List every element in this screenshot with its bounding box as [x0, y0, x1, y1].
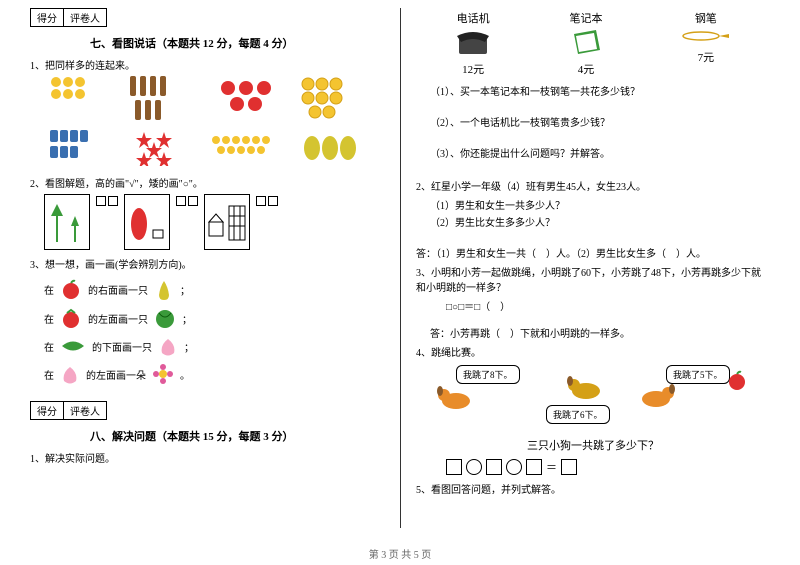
- q7-3: 3、想一想，画一画(学会辨别方向)。: [30, 256, 385, 271]
- check-2b[interactable]: [188, 196, 198, 206]
- q8-2-1: （1）男生和女生一共多少人？: [430, 197, 770, 212]
- q8-4-total: 三只小狗一共跳了多少下？: [416, 437, 770, 453]
- item-notebook: 笔记本 4元: [569, 10, 602, 77]
- q8-2-2: （2）男生比女生多多少人？: [430, 214, 770, 229]
- pear-icon: [154, 277, 174, 301]
- dog2-icon: [566, 373, 606, 403]
- pre: 在: [44, 282, 54, 297]
- notebook-label: 笔记本: [569, 10, 602, 26]
- pre: 在: [44, 311, 54, 326]
- q8-3-expr: □○□＝□（ ）: [446, 298, 770, 313]
- q8-3-ans: 答：小芳再跳（ ）下就和小明跳的一样多。: [430, 325, 770, 340]
- q8-4-boxes: ＝: [446, 459, 770, 475]
- reviewer-cell: 评卷人: [64, 9, 106, 26]
- phone-label: 电话机: [455, 10, 491, 26]
- apple-right-icon: [726, 369, 748, 391]
- reviewer-cell-8: 评卷人: [64, 402, 106, 419]
- box-1[interactable]: [446, 459, 462, 475]
- apple-icon: [60, 278, 82, 300]
- q7-1: 1、把同样多的连起来。: [30, 57, 385, 72]
- notebook-price: 4元: [569, 61, 602, 77]
- dog-area: 我跳了8下。 我跳了5下。 我跳了6下。: [416, 363, 770, 433]
- section-8-title: 八、解决问题（本题共 15 分，每题 3 分）: [90, 428, 385, 444]
- check-1b[interactable]: [108, 196, 118, 206]
- q8-5: 5、看图回答问题，并列式解答。: [416, 481, 770, 496]
- mid: 的右面画一只: [88, 282, 148, 297]
- phone-icon: [455, 28, 491, 56]
- q7-3-row-3: 在 的下面画一只 ；: [44, 335, 385, 357]
- q8-1: 1、解决实际问题。: [30, 450, 385, 465]
- q8-1-1: （1）、买一本笔记本和一枝钢笔一共花多少钱？: [430, 83, 770, 98]
- q8-3: 3、小明和小芳一起做跳绳，小明跳了60下，小芳跳了48下，小芳再跳多少下就和小明…: [416, 264, 770, 294]
- mid: 的下面画一只: [92, 339, 152, 354]
- q7-3-row-2: 在 的左面画一只 ；: [44, 307, 385, 329]
- right-column: 电话机 12元 笔记本 4元 钢笔 7元 （1）、买一本笔记本和一枝钢笔一共花多…: [400, 8, 770, 528]
- score-cell: 得分: [31, 9, 64, 26]
- mid: 的左面画一只: [88, 311, 148, 326]
- watermelon-icon: [154, 307, 176, 329]
- q8-4: 4、跳绳比赛。: [416, 344, 770, 359]
- pair-2: [124, 194, 170, 250]
- q8-2: 2、红星小学一年级（4）班有男生45人，女生23人。: [416, 178, 770, 193]
- score-cell-8: 得分: [31, 402, 64, 419]
- page-footer: 第 3 页 共 5 页: [0, 546, 800, 561]
- post: 。: [180, 367, 190, 382]
- post: ；: [184, 339, 194, 354]
- phone-price: 12元: [455, 61, 491, 77]
- box-4[interactable]: [561, 459, 577, 475]
- pair-3: [204, 194, 250, 250]
- pen-price: 7元: [681, 49, 731, 65]
- op-1[interactable]: [466, 459, 482, 475]
- score-box-7: 得分 评卷人: [30, 8, 107, 27]
- dog3-icon: [636, 381, 676, 411]
- peach2-icon: [60, 363, 80, 385]
- compare-boxes: [44, 194, 385, 250]
- match-icons: [40, 76, 370, 166]
- notebook-icon: [570, 28, 602, 56]
- pre: 在: [44, 367, 54, 382]
- box-2[interactable]: [486, 459, 502, 475]
- check-1a[interactable]: [96, 196, 106, 206]
- q7-2: 2、看图解题，高的画"√"，矮的画"○"。: [30, 175, 385, 190]
- score-box-8: 得分 评卷人: [30, 401, 107, 420]
- item-phone: 电话机 12元: [455, 10, 491, 77]
- flower-icon: [152, 363, 174, 385]
- box-3[interactable]: [526, 459, 542, 475]
- item-pen: 钢笔 7元: [681, 10, 731, 77]
- match-grid: [40, 76, 385, 169]
- tomato-icon: [60, 307, 82, 329]
- pen-icon: [681, 28, 731, 44]
- shop-items: 电话机 12元 笔记本 4元 钢笔 7元: [416, 10, 770, 77]
- peach-icon: [158, 335, 178, 357]
- mid: 的左面画一朵: [86, 367, 146, 382]
- peas-icon: [60, 337, 86, 355]
- bubble-b: 我跳了6下。: [546, 405, 610, 424]
- left-column: 得分 评卷人 七、看图说话（本题共 12 分，每题 4 分） 1、把同样多的连起…: [30, 8, 400, 528]
- pair-1: [44, 194, 90, 250]
- q8-2-ans: 答：（1）男生和女生一共（ ）人。（2）男生比女生多（ ）人。: [416, 245, 770, 260]
- check-3a[interactable]: [256, 196, 266, 206]
- post: ；: [182, 311, 192, 326]
- op-2[interactable]: [506, 459, 522, 475]
- q7-3-row-1: 在 的右面画一只 ；: [44, 277, 385, 301]
- equals: ＝: [546, 459, 557, 475]
- q7-3-row-4: 在 的左面画一朵 。: [44, 363, 385, 385]
- check-3b[interactable]: [268, 196, 278, 206]
- check-2a[interactable]: [176, 196, 186, 206]
- pre: 在: [44, 339, 54, 354]
- q8-1-3: （3）、你还能提出什么问题吗？并解答。: [430, 145, 770, 160]
- q8-1-2: （2）、一个电话机比一枝钢笔贵多少钱？: [430, 114, 770, 129]
- dog1-icon: [436, 383, 476, 413]
- pen-label: 钢笔: [681, 10, 731, 26]
- post: ；: [180, 282, 190, 297]
- bubble-a: 我跳了8下。: [456, 365, 520, 384]
- section-7-title: 七、看图说话（本题共 12 分，每题 4 分）: [90, 35, 385, 51]
